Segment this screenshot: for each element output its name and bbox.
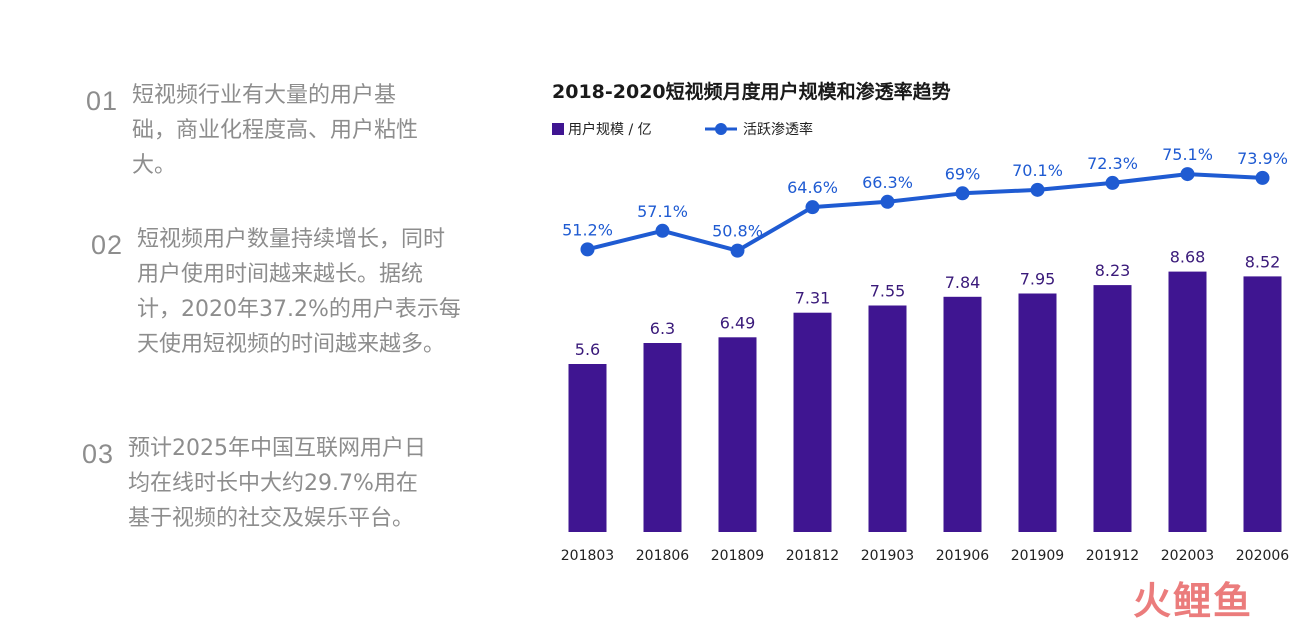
- line-value-label: 57.1%: [637, 202, 688, 221]
- bar-value-label: 6.49: [720, 313, 756, 332]
- x-tick-label: 201909: [1011, 548, 1064, 564]
- bar-value-label: 7.84: [945, 273, 981, 292]
- x-tick-label: 201903: [861, 548, 914, 564]
- x-tick-label: 201809: [711, 548, 764, 564]
- line-value-label: 69%: [945, 164, 981, 183]
- x-tick-label: 201803: [561, 548, 614, 564]
- chart-panel: 2018-2020短视频月度用户规模和渗透率趋势 用户规模 / 亿 活跃渗透率 …: [530, 70, 1290, 580]
- penetration-line: [587, 172, 1263, 253]
- line-point-201803: [580, 242, 595, 257]
- bar-201806: [643, 343, 682, 532]
- line-point-201806: [655, 223, 670, 238]
- bar-value-label: 8.23: [1095, 261, 1131, 280]
- line-value-label: 75.1%: [1162, 145, 1213, 164]
- point-number: 01: [86, 86, 119, 116]
- chart-title: 2018-2020短视频月度用户规模和渗透率趋势: [552, 80, 951, 103]
- bar-202003: [1168, 271, 1207, 532]
- point-text: 预计2025年中国互联网用户日均在线时长中大约29.7%用在基于视频的社交及娱乐…: [128, 436, 426, 531]
- line-point-201912: [1105, 175, 1120, 190]
- bar-201909: [1018, 293, 1057, 532]
- line-point-201812: [805, 200, 820, 215]
- point-number: 03: [82, 439, 115, 469]
- point-01: 01 短视频行业有大量的用户基础，商业化程度高、用户粘性大。: [86, 78, 432, 183]
- point-text: 短视频用户数量持续增长，同时用户使用时间越来越长。据统计，2020年37.2%的…: [137, 227, 461, 357]
- line-point-201809: [730, 243, 745, 258]
- line-point-202006: [1255, 170, 1270, 185]
- line-value-label: 73.9%: [1237, 149, 1288, 168]
- bar-201809: [718, 337, 757, 532]
- bar-201812: [793, 312, 832, 532]
- chart-legend: 用户规模 / 亿 活跃渗透率: [552, 121, 813, 138]
- line-point-201906: [955, 186, 970, 201]
- bar-value-label: 8.52: [1245, 252, 1281, 271]
- line-value-label: 51.2%: [562, 220, 613, 239]
- line-value-label: 50.8%: [712, 222, 763, 241]
- line-value-label: 66.3%: [862, 173, 913, 192]
- point-text: 短视频行业有大量的用户基础，商业化程度高、用户粘性大。: [132, 83, 419, 178]
- x-tick-label: 201906: [936, 548, 990, 564]
- user-scale-chart: 2018-2020短视频月度用户规模和渗透率趋势 用户规模 / 亿 活跃渗透率 …: [552, 80, 1290, 564]
- watermark-logo: 火鲤鱼: [1133, 579, 1254, 623]
- line-point-201909: [1030, 182, 1045, 197]
- x-tick-label: 202006: [1236, 548, 1290, 564]
- bar-value-label: 7.31: [795, 289, 831, 308]
- line-value-label: 64.6%: [787, 178, 838, 197]
- legend-line-label: 活跃渗透率: [743, 121, 813, 138]
- bar-value-label: 7.55: [870, 282, 906, 301]
- x-tick-label: 201912: [1086, 548, 1139, 564]
- legend-bar-label: 用户规模 / 亿: [568, 121, 652, 138]
- x-tick-label: 201806: [636, 548, 690, 564]
- bar-201903: [868, 305, 907, 532]
- bar-value-label: 6.3: [650, 319, 675, 338]
- bar-201803: [568, 364, 607, 532]
- x-tick-label: 201812: [786, 548, 839, 564]
- line-value-label: 72.3%: [1087, 154, 1138, 173]
- bar-201906: [943, 296, 982, 532]
- point-02: 02 短视频用户数量持续增长，同时用户使用时间越来越长。据统计，2020年37.…: [91, 222, 462, 362]
- x-tick-label: 202003: [1161, 548, 1214, 564]
- bar-value-label: 8.68: [1170, 248, 1206, 267]
- bar-202006: [1243, 276, 1282, 532]
- legend-bar-swatch: [552, 123, 564, 135]
- bar-201912: [1093, 285, 1132, 532]
- bar-value-label: 5.6: [575, 340, 600, 359]
- point-03: 03 预计2025年中国互联网用户日均在线时长中大约29.7%用在基于视频的社交…: [82, 431, 428, 536]
- line-point-202003: [1180, 167, 1195, 182]
- line-point-201903: [880, 194, 895, 209]
- point-number: 02: [91, 230, 124, 260]
- line-value-label: 70.1%: [1012, 161, 1063, 180]
- legend-line-marker: [715, 123, 727, 135]
- bar-value-label: 7.95: [1020, 270, 1056, 289]
